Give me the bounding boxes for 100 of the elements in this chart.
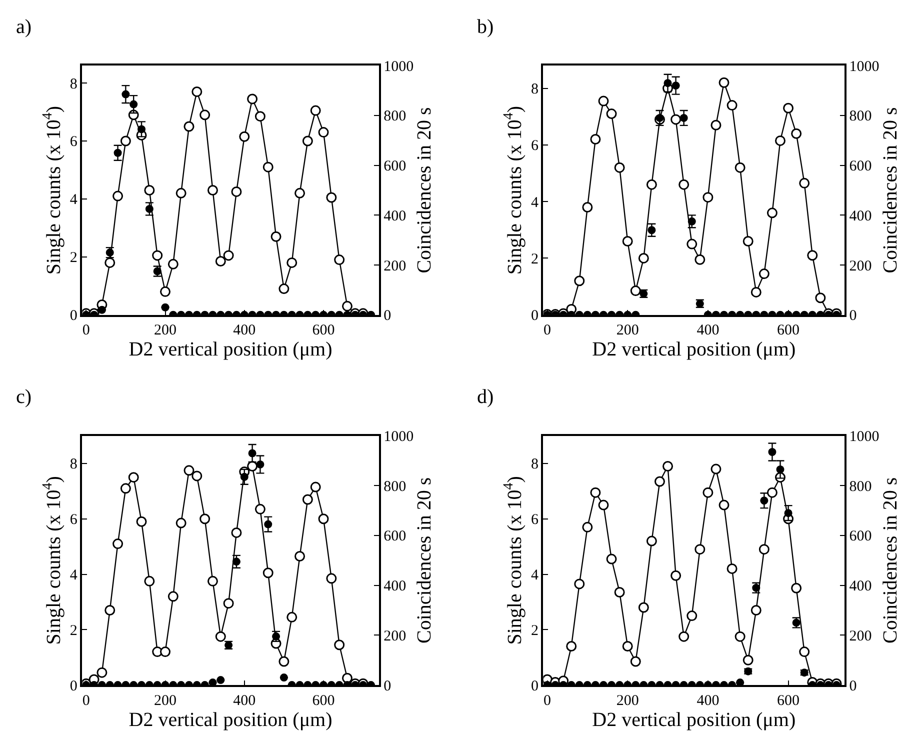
point [176, 518, 186, 528]
point [758, 268, 770, 280]
point [128, 472, 139, 483]
y2-axis-title: Coincidences in 20 s [879, 477, 902, 644]
point [614, 587, 625, 598]
y2-tick-label: 0 [849, 308, 857, 324]
point [718, 77, 730, 88]
point [734, 631, 746, 642]
point [646, 179, 657, 190]
y2-tick-label: 1000 [849, 429, 880, 446]
y2-tick-label: 600 [849, 528, 872, 545]
point [318, 514, 329, 524]
point [168, 258, 178, 270]
point [791, 582, 802, 594]
point [278, 656, 290, 667]
point [622, 641, 633, 652]
point [662, 461, 674, 472]
point [138, 125, 146, 134]
point [686, 238, 698, 250]
point [176, 188, 186, 198]
chart-title: c) [16, 386, 32, 408]
y-tick-label: 6 [530, 512, 539, 528]
point [726, 100, 738, 111]
point [672, 82, 680, 90]
point [760, 496, 768, 505]
point [207, 185, 218, 196]
y2-axis-title: Coincidences in 20 s [414, 477, 436, 644]
point [130, 100, 138, 108]
point [302, 136, 313, 146]
point [718, 500, 730, 510]
point [286, 257, 298, 268]
point [606, 554, 617, 564]
point [318, 127, 329, 138]
y2-tick-label: 0 [384, 678, 392, 694]
x-tick-label: 200 [154, 692, 176, 709]
y2-tick-label: 400 [384, 208, 406, 224]
x-axis-title: D2 vertical position (μm) [592, 708, 796, 731]
y-tick-label: 2 [530, 622, 538, 639]
point [144, 185, 155, 196]
x-tick-label: 600 [777, 322, 800, 339]
point [184, 121, 194, 132]
x-tick-label: 400 [233, 692, 256, 709]
point [256, 460, 264, 468]
y2-tick-label: 400 [849, 208, 872, 224]
y2-tick-label: 600 [384, 528, 406, 545]
y2-tick-label: 200 [849, 628, 872, 644]
y2-tick-label: 400 [849, 578, 872, 595]
point [574, 578, 585, 590]
point [678, 179, 690, 190]
point [630, 286, 641, 296]
point [638, 252, 649, 264]
point [750, 605, 762, 616]
point [799, 178, 810, 188]
y-tick-label: 4 [70, 192, 78, 208]
y2-axis-title: Coincidences in 20 s [414, 106, 436, 274]
point [310, 482, 321, 492]
y2-tick-label: 200 [849, 258, 872, 274]
point [240, 472, 248, 481]
point [342, 300, 352, 312]
point [215, 631, 226, 642]
x-tick-label: 0 [544, 692, 552, 709]
y2-tick-label: 200 [384, 628, 406, 644]
point [136, 516, 147, 527]
point [302, 494, 313, 505]
y-tick-label: 6 [70, 134, 78, 150]
point [582, 522, 593, 532]
point [223, 598, 234, 609]
x-axis-title: D2 vertical position (μm) [128, 708, 332, 731]
chart-title: d) [477, 386, 494, 408]
point [192, 86, 202, 97]
chart-title: a) [16, 16, 32, 38]
point [670, 114, 682, 125]
point [286, 612, 298, 622]
point [750, 286, 762, 298]
point [104, 605, 116, 616]
x-tick-label: 600 [312, 322, 335, 339]
y2-tick-label: 800 [384, 108, 406, 125]
y2-axis-title: Coincidences in 20 s [879, 106, 902, 274]
point [776, 465, 784, 474]
point [160, 286, 170, 297]
point [248, 449, 256, 458]
y-tick-label: 0 [70, 308, 78, 324]
point [264, 520, 272, 528]
point [144, 576, 155, 586]
point [262, 162, 274, 172]
x-axis-title: D2 vertical position (μm) [128, 338, 332, 361]
point [758, 544, 770, 555]
point [742, 236, 754, 246]
y-tick-label: 6 [530, 138, 539, 154]
point [654, 476, 665, 487]
y2-tick-label: 400 [384, 578, 406, 595]
point [590, 134, 601, 145]
point [582, 202, 593, 212]
point [120, 483, 131, 494]
chart-title: b) [477, 16, 494, 38]
x-tick-label: 400 [696, 692, 720, 709]
y-tick-label: 4 [530, 194, 539, 211]
point [231, 186, 242, 197]
point [574, 276, 585, 286]
y-tick-label: 4 [70, 568, 78, 584]
